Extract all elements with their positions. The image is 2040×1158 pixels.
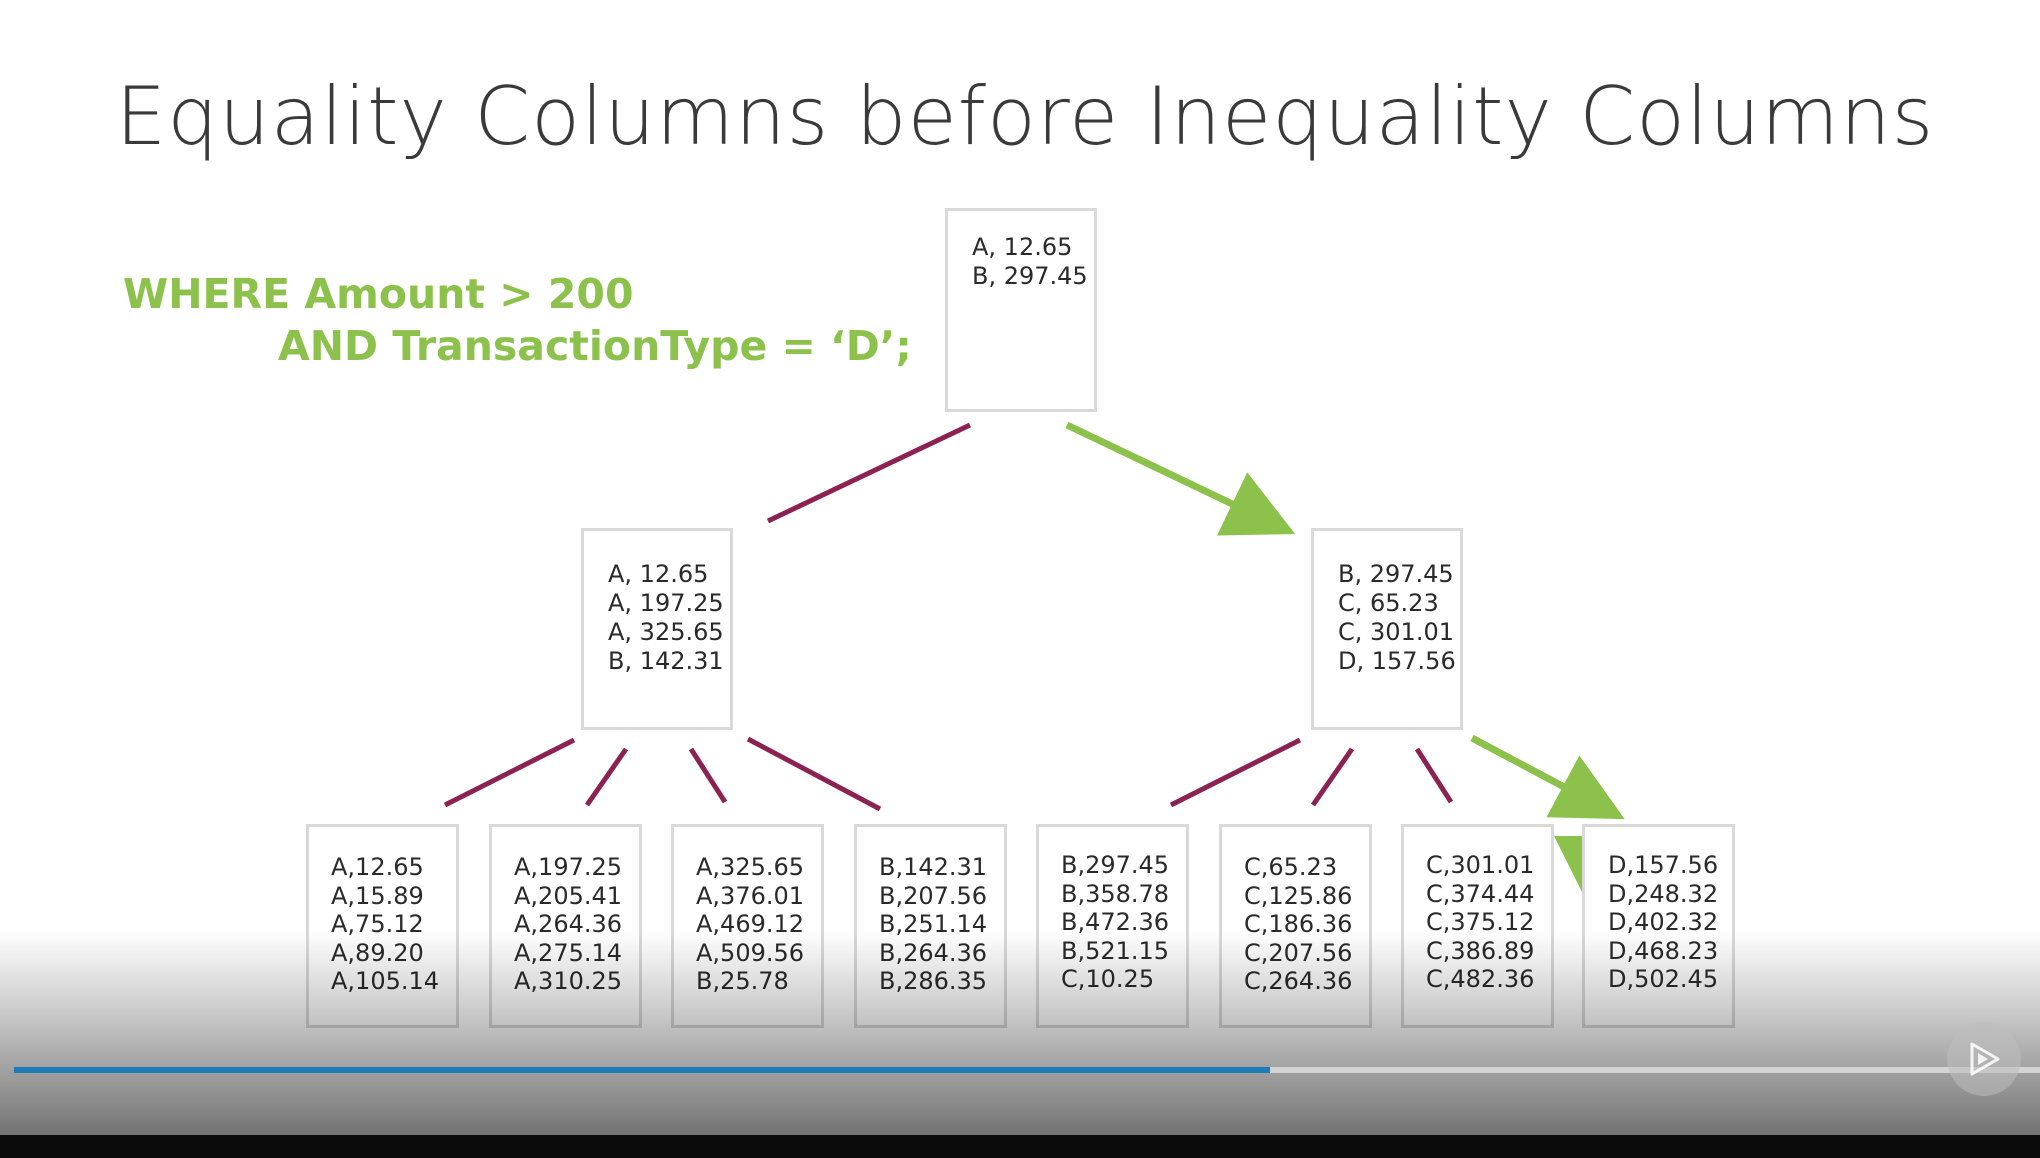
leaf-entry: A,310.25 <box>514 967 623 995</box>
leaf-entry: B,264.36 <box>879 938 988 967</box>
leaf-entry: D,402.32 <box>1608 908 1719 936</box>
leaf-entry: A,205.41 <box>514 881 623 910</box>
leaf-entry: A,469.12 <box>696 910 805 938</box>
leaf-entry: B,207.56 <box>879 881 988 910</box>
leaf-node-5: B,297.45 B,358.78 B,472.36 B,521.15 C,10… <box>1036 824 1189 1028</box>
leaf-entry: C,186.36 <box>1244 910 1353 938</box>
node-left-key-1: A, 12.65 <box>608 560 709 588</box>
leaf-entry: B,521.15 <box>1061 936 1170 965</box>
leaf-entry: A,509.56 <box>696 938 805 967</box>
node-left-key-2: A, 197.25 <box>608 589 724 617</box>
leaf-node-3: A,325.65 A,376.01 A,469.12 A,509.56 B,25… <box>671 824 824 1028</box>
edge-right-leaf5 <box>1169 737 1302 808</box>
leaf-entry: C,264.36 <box>1244 967 1353 995</box>
edge-right-leaf7 <box>1414 747 1454 804</box>
leaf-entry: A,275.14 <box>514 938 623 967</box>
leaf-node-2: A,197.25 A,205.41 A,264.36 A,275.14 A,31… <box>489 824 642 1028</box>
leaf-entry: C,374.44 <box>1426 879 1535 908</box>
intermediate-node-right: B, 297.45 C, 65.23 C, 301.01 D, 157.56 <box>1311 528 1463 730</box>
video-progress-bar[interactable] <box>14 1067 2040 1073</box>
leaf-entry: B,251.14 <box>879 910 988 938</box>
leaf-entry: A,89.20 <box>331 938 424 967</box>
edge-left-leaf3 <box>688 747 728 804</box>
leaf-entry: B,286.35 <box>879 967 988 995</box>
video-progress-fill <box>14 1067 1271 1073</box>
leaf-entry: B,358.78 <box>1061 879 1170 908</box>
leaf-entry: C,10.25 <box>1061 965 1155 993</box>
leaf-entry: A,15.89 <box>331 881 424 910</box>
leaf-node-7: C,301.01 C,374.44 C,375.12 C,386.89 C,48… <box>1401 824 1554 1028</box>
leaf-entry: A,376.01 <box>696 881 805 910</box>
play-icon <box>1970 1042 2000 1076</box>
root-key-2: B, 297.45 <box>972 262 1088 290</box>
play-button[interactable] <box>1947 1022 2021 1096</box>
edge-root-right-highlight <box>1065 421 1296 536</box>
edge-left-leaf2 <box>584 747 629 807</box>
edge-left-leaf1 <box>443 737 576 808</box>
leaf-entry: D,248.32 <box>1608 879 1719 908</box>
leaf-entry: C,301.01 <box>1426 851 1535 879</box>
slide-title: Equality Columns before Inequality Colum… <box>115 70 1935 163</box>
intermediate-node-left: A, 12.65 A, 197.25 A, 325.65 B, 142.31 <box>581 528 733 730</box>
edge-root-left <box>766 422 972 524</box>
edge-right-leaf8-highlight <box>1470 734 1625 820</box>
query-where-clause: WHERE Amount > 200 <box>123 270 634 318</box>
leaf-node-1: A,12.65 A,15.89 A,75.12 A,89.20 A,105.14 <box>306 824 459 1028</box>
node-right-key-2: C, 65.23 <box>1338 589 1439 617</box>
edge-right-leaf6 <box>1310 747 1355 807</box>
leaf-entry: A,75.12 <box>331 910 424 938</box>
leaf-entry: D,502.45 <box>1608 965 1719 993</box>
leaf-entry: C,482.36 <box>1426 965 1535 993</box>
leaf-entry: A,197.25 <box>514 853 623 881</box>
leaf-node-6: C,65.23 C,125.86 C,186.36 C,207.56 C,264… <box>1219 824 1372 1028</box>
leaf-entry: C,125.86 <box>1244 881 1353 910</box>
leaf-entry: D,157.56 <box>1608 851 1719 879</box>
bottom-bar <box>0 1135 2040 1158</box>
leaf-entry: C,386.89 <box>1426 936 1535 965</box>
leaf-entry: A,105.14 <box>331 967 440 995</box>
leaf-node-8-target: D,157.56 D,248.32 D,402.32 D,468.23 D,50… <box>1582 824 1735 1028</box>
node-right-key-4: D, 157.56 <box>1338 647 1456 675</box>
leaf-entry: B,25.78 <box>696 967 789 995</box>
leaf-entry: C,375.12 <box>1426 908 1535 936</box>
edge-left-leaf4 <box>746 736 882 812</box>
node-right-key-3: C, 301.01 <box>1338 618 1454 646</box>
leaf-entry: A,264.36 <box>514 910 623 938</box>
leaf-entry: A,325.65 <box>696 853 805 881</box>
root-key-1: A, 12.65 <box>972 233 1073 261</box>
leaf-entry: C,65.23 <box>1244 853 1338 881</box>
node-right-key-1: B, 297.45 <box>1338 560 1454 588</box>
root-node: A, 12.65 B, 297.45 <box>945 208 1097 412</box>
node-left-key-3: A, 325.65 <box>608 618 724 646</box>
leaf-entry: B,142.31 <box>879 853 988 881</box>
leaf-entry: C,207.56 <box>1244 938 1353 967</box>
node-left-key-4: B, 142.31 <box>608 647 724 675</box>
leaf-entry: D,468.23 <box>1608 936 1719 965</box>
query-and-clause: AND TransactionType = ‘D’; <box>278 322 912 370</box>
leaf-entry: B,472.36 <box>1061 908 1170 936</box>
leaf-entry: A,12.65 <box>331 853 424 881</box>
leaf-entry: B,297.45 <box>1061 851 1170 879</box>
leaf-node-4: B,142.31 B,207.56 B,251.14 B,264.36 B,28… <box>854 824 1007 1028</box>
